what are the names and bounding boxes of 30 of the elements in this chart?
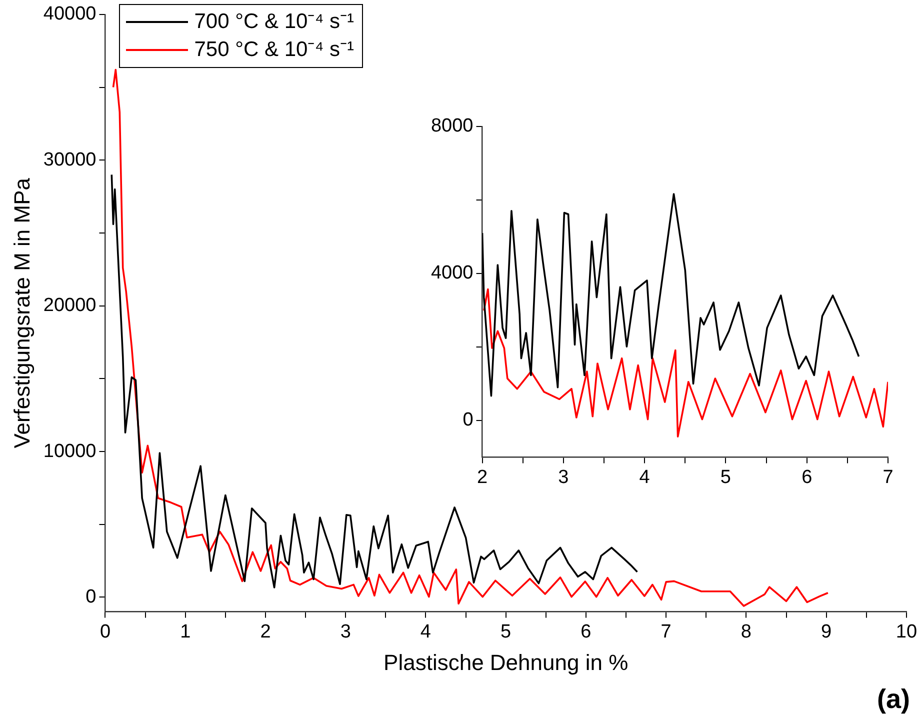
x-tick-label: 0	[100, 621, 111, 642]
x-tick-label: 5	[500, 621, 512, 642]
y-tick-label: 0	[86, 586, 96, 608]
x-tick-label: 9	[821, 621, 832, 642]
x-tick-label: 10	[896, 621, 918, 642]
x-tick-label: 2	[476, 466, 488, 488]
x-tick-label: 5	[720, 466, 731, 488]
y-tick-label: 8000	[430, 116, 474, 137]
y-tick-label: 40000	[43, 4, 96, 25]
legend-label: 750 °C & 10⁻⁴ s⁻¹	[194, 37, 354, 64]
y-tick-label: 30000	[43, 149, 96, 170]
legend-label: 700 °C & 10⁻⁴ s⁻¹	[194, 9, 354, 36]
x-tick-label: 8	[740, 621, 752, 642]
x-tick-label: 1	[180, 621, 191, 642]
y-tick-label: 10000	[43, 440, 96, 462]
x-tick-label: 3	[558, 466, 569, 488]
text: (a)	[877, 684, 910, 715]
y-tick-label: 0	[462, 410, 474, 431]
x-axis-title: Plastische Dehnung in %	[384, 650, 628, 675]
y-axis-title: Verfestigungsrate M in MPa	[9, 177, 34, 448]
x-tick-label: 2	[260, 621, 271, 642]
x-tick-label: 6	[802, 466, 812, 488]
x-tick-label: 4	[420, 621, 432, 642]
x-tick-label: 7	[660, 621, 672, 642]
y-tick-label: 4000	[430, 262, 474, 284]
x-tick-label: 4	[639, 466, 650, 488]
y-tick-label: 20000	[43, 295, 96, 316]
x-tick-label: 7	[882, 466, 894, 488]
x-tick-label: 3	[340, 621, 351, 642]
x-tick-label: 6	[580, 621, 592, 642]
